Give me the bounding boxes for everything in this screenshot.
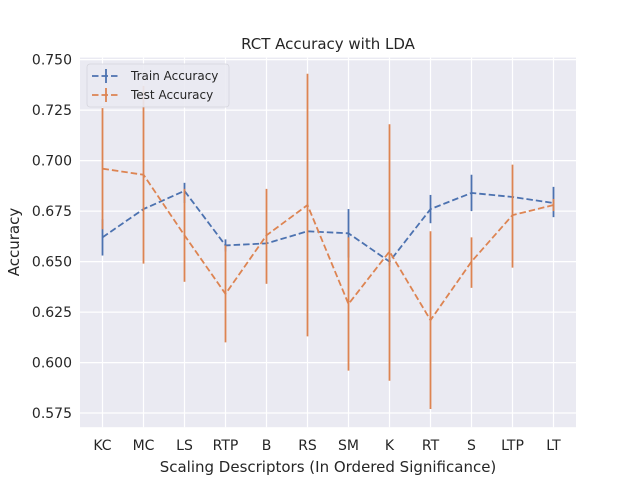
x-tick-label: B <box>262 438 272 454</box>
chart-title: RCT Accuracy with LDA <box>241 35 416 53</box>
y-tick-label: 0.725 <box>32 103 72 119</box>
y-tick-label: 0.675 <box>32 204 72 220</box>
x-tick-label: KC <box>93 438 111 454</box>
y-tick-label: 0.600 <box>32 356 72 372</box>
x-tick-label: RT <box>422 438 440 454</box>
y-tick-label: 0.625 <box>32 305 72 321</box>
x-tick-label: RS <box>298 438 317 454</box>
series-layer <box>101 73 555 410</box>
legend: Train Accuracy Test Accuracy <box>86 63 230 108</box>
y-tick-label: 0.575 <box>32 406 72 422</box>
legend-entry: Test Accuracy <box>92 88 213 102</box>
x-tick-label: LTP <box>501 438 524 454</box>
x-tick-label: K <box>385 438 395 454</box>
legend-frame <box>86 63 230 108</box>
legend-label: Test Accuracy <box>130 88 213 102</box>
x-tick-labels: KC MC LS RTP B RS SM K RT S LTP LT <box>93 438 561 454</box>
y-axis-label: Accuracy <box>5 208 23 277</box>
y-tick-label: 0.650 <box>32 255 72 271</box>
x-tick-label: MC <box>133 438 155 454</box>
y-tick-label: 0.750 <box>32 53 72 69</box>
x-tick-label: SM <box>338 438 359 454</box>
series-test <box>101 73 555 410</box>
x-axis-label: Scaling Descriptors (In Ordered Signific… <box>160 458 497 476</box>
y-tick-label: 0.700 <box>32 154 72 170</box>
legend-label: Train Accuracy <box>130 69 218 83</box>
x-tick-label: S <box>467 438 476 454</box>
series-line <box>101 189 554 263</box>
x-tick-label: LT <box>546 438 561 454</box>
legend-entry: Train Accuracy <box>92 69 218 83</box>
x-tick-label: RTP <box>213 438 239 454</box>
x-tick-label: LS <box>176 438 193 454</box>
series-line <box>102 167 554 322</box>
y-tick-labels: 0.575 0.600 0.625 0.650 0.675 0.700 0.725 0.750 <box>32 53 72 422</box>
plot-background <box>80 57 576 428</box>
y-gridlines <box>80 58 576 414</box>
